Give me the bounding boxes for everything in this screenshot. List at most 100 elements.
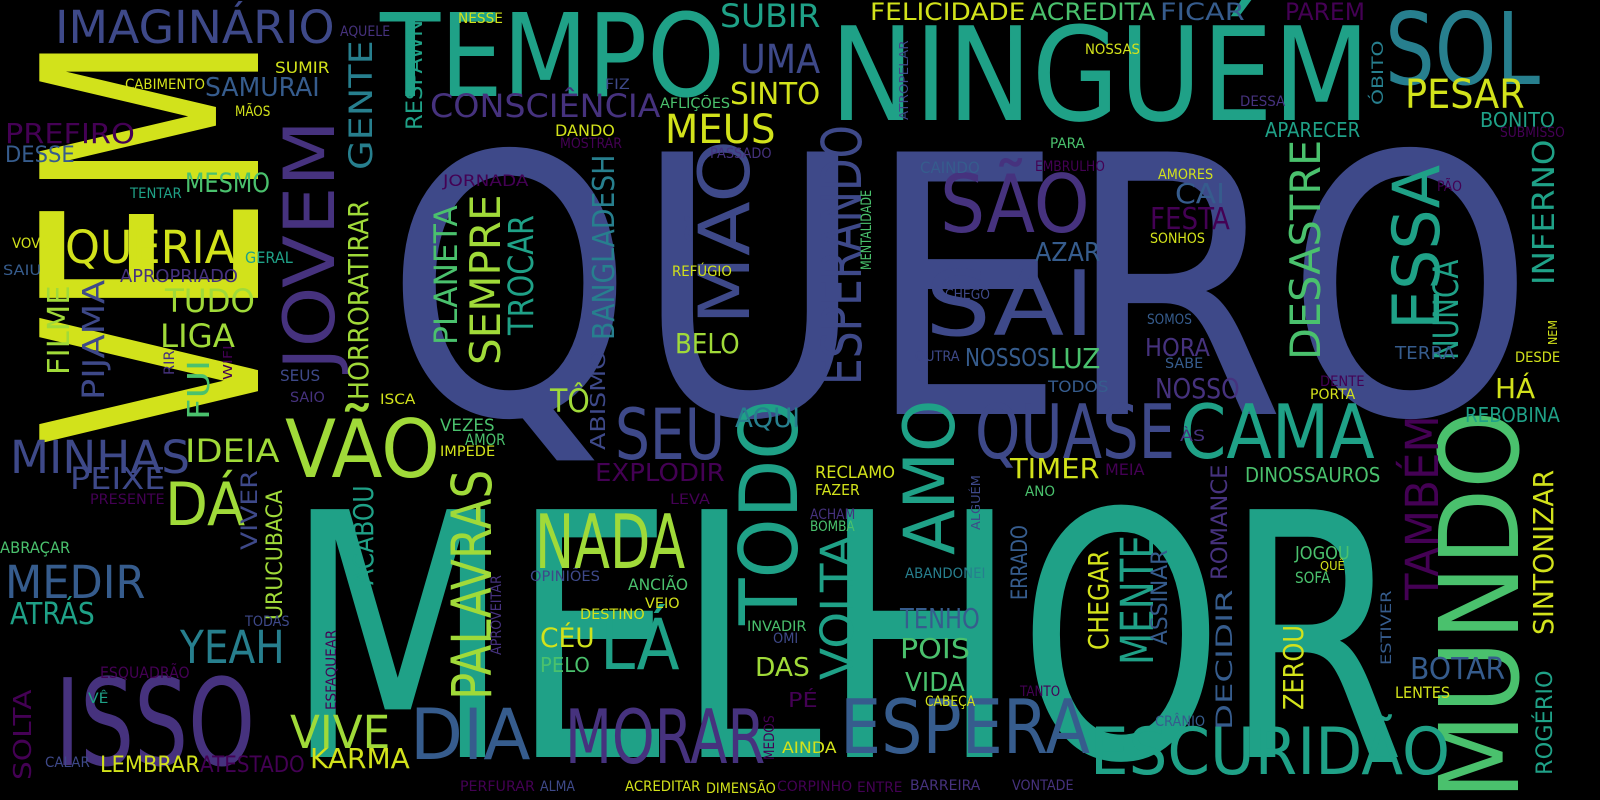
word-sempre: SEMPRE	[461, 194, 510, 365]
word-aparecer: APARECER	[1265, 118, 1361, 142]
word-decidir: DECIDIR	[1213, 589, 1238, 730]
word-chego: CHEGO	[945, 287, 991, 303]
word-acabou: ACABOU	[347, 485, 380, 585]
word-espera: ESPERA	[840, 683, 1090, 771]
word-dimensão: DIMENSÃO	[706, 781, 776, 797]
word-tudo: TUDO	[165, 282, 255, 320]
word-nem: NEM	[1546, 320, 1560, 345]
word-felicidade: FELICIDADE	[870, 0, 1026, 26]
word-jogou: JOGOU	[1295, 543, 1350, 564]
word-melhor: MELHOR	[285, 442, 1406, 800]
word-tempo: TEMPO	[380, 0, 725, 124]
word-nosso: NOSSO	[1155, 372, 1240, 405]
word-perfurar: PERFURAR	[460, 779, 535, 795]
word-respawn: RESPAWN	[403, 19, 428, 130]
word-escuridão: ESCURIDÃO	[1090, 715, 1451, 790]
word-jornada: JORNADA	[443, 171, 529, 190]
word-caindo: CAINDO	[920, 158, 980, 177]
word-geral: GERAL	[245, 248, 293, 267]
word-nada: NADA	[535, 498, 686, 586]
word-pão: PÃO	[1437, 179, 1462, 195]
word-minhas: MINHAS	[10, 431, 191, 484]
word-belo: BELO	[675, 327, 740, 360]
word-ancião: ANCIÃO	[628, 575, 689, 594]
word-fui: FUI	[182, 359, 217, 420]
word-abandonei: ABANDONEI	[905, 566, 986, 582]
word-horroratirar: HORRORATIRAR	[342, 200, 375, 400]
word-rebobina: REBOBINA	[1465, 403, 1560, 427]
word-pé: PÉ	[788, 688, 818, 712]
word-sumir: SUMIR	[275, 58, 330, 77]
word-corpinho: CORPINHO	[777, 779, 853, 795]
word-solta: SOLTA	[8, 689, 37, 780]
word-jovem: JOVEM	[269, 120, 351, 370]
word-tentar: TENTAR	[130, 186, 182, 202]
word-leva: LEVA	[670, 492, 710, 508]
word-somos: SOMOS	[1147, 312, 1192, 328]
word-azar: AZAR	[1035, 238, 1101, 268]
word-desde: DESDE	[1515, 350, 1561, 366]
word-zerou: ZEROU	[1277, 625, 1310, 710]
word-aqui: AQUI	[735, 403, 800, 434]
word-explodir: EXPLODIR	[595, 458, 725, 487]
word-vida: VIDA	[905, 668, 965, 698]
word-chegar: CHEGAR	[1082, 550, 1115, 650]
word-rogério: ROGÉRIO	[1533, 670, 1558, 775]
word-sofá: SOFÁ	[1295, 568, 1331, 587]
word-samurai: SAMURAI	[205, 73, 320, 103]
word-dinossauros: DINOSSAUROS	[1245, 463, 1381, 487]
word-mão: MÃO	[684, 139, 766, 325]
word-das: DAS	[755, 653, 810, 683]
word-filme: FILME	[42, 285, 77, 375]
word-amores: AMORES	[1158, 167, 1214, 183]
word-vontade: VONTADE	[1012, 778, 1074, 794]
word-tô: TÔ	[550, 382, 590, 420]
word-alguém: ALGUÉM	[969, 475, 983, 530]
word-esfaquear: ESFAQUEAR	[324, 629, 340, 710]
word-seu: SEU	[615, 394, 725, 476]
word-luz: LUZ	[1050, 342, 1101, 375]
word-hora: HORA	[1145, 333, 1210, 362]
word-acredita: ACREDITA	[1030, 0, 1156, 26]
word-meia: MEIA	[1105, 460, 1145, 479]
word-dente: DENTE	[1320, 374, 1365, 390]
word-morar: MORAR	[565, 693, 766, 781]
word-prefiro: PREFIRO	[5, 117, 135, 150]
word-vovô: VOVÔ	[12, 236, 51, 252]
word-aflições: AFLIÇÕES	[660, 96, 731, 112]
word-reclamo: RECLAMO	[815, 463, 895, 483]
word-liga: LIGA	[160, 317, 235, 355]
word-rir: RIR	[162, 350, 178, 375]
word-fazer: FAZER	[815, 481, 860, 499]
word-inferno: INFERNO	[1527, 139, 1562, 285]
word-assinar: ASSINAR	[1148, 549, 1173, 645]
word-karma: KARMA	[310, 742, 410, 775]
word-ano: ANO	[1025, 484, 1056, 500]
word-submisso: SUBMISSO	[1500, 125, 1565, 141]
word-tenho: TENHO	[900, 602, 980, 635]
word-invadir: INVADIR	[747, 619, 807, 635]
word-às: ÀS	[1180, 426, 1206, 445]
word-omi: OMI	[773, 631, 799, 647]
word-estiver: ESTIVER	[1379, 590, 1395, 665]
word-consciência: CONSCIÊNCIA	[430, 87, 661, 125]
word-acham: ACHAM	[810, 507, 856, 523]
word-pois: POIS	[900, 632, 970, 665]
word-nesse: NESSE	[458, 11, 503, 27]
word-há: HÁ	[1495, 372, 1536, 405]
word-saio: SAIO	[290, 390, 325, 406]
word-abismo: ABISMO	[586, 349, 610, 450]
word-pijama: PIJAMA	[77, 279, 112, 400]
word-trocar: TROCAR	[502, 215, 542, 335]
word-mentalidade: MENTALIDADE	[859, 189, 875, 270]
word-bomba: BOMBA	[810, 519, 855, 535]
word-vê: VÊ	[88, 691, 109, 707]
word-refúgio: REFÚGIO	[672, 264, 732, 280]
word-seus: SEUS	[280, 366, 321, 385]
word-ninguém: NINGUÉM	[830, 0, 1371, 151]
word-entre: ENTRE	[857, 780, 903, 796]
word-nossos: NOSSOS	[965, 343, 1050, 372]
word-outra: OUTRA	[915, 349, 960, 365]
word-mostrar: MOSTRAR	[560, 136, 623, 152]
